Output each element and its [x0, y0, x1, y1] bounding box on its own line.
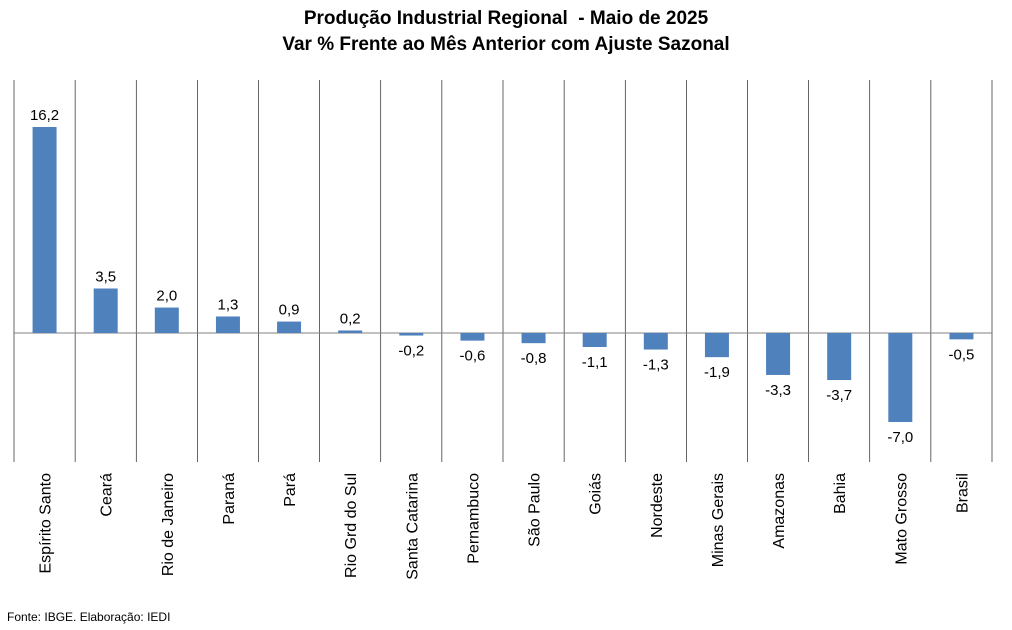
gridlines	[13, 80, 993, 462]
data-label: -0,2	[398, 343, 424, 360]
bar	[582, 333, 607, 347]
data-label: 3,5	[95, 268, 116, 285]
bar	[643, 333, 668, 350]
source-note: Fonte: IBGE. Elaboração: IEDI	[7, 610, 171, 624]
category-label: Ceará	[99, 473, 116, 517]
data-label: -0,6	[460, 348, 486, 365]
bar	[704, 333, 729, 358]
data-label: -1,3	[643, 357, 669, 374]
category-label: Nordeste	[649, 473, 666, 538]
data-label: -1,9	[704, 364, 730, 381]
category-label: Mato Grosso	[893, 473, 910, 565]
bar	[460, 333, 485, 341]
category-label: São Paulo	[527, 473, 544, 547]
data-label: 0,9	[279, 302, 300, 319]
chart-title: Produção Industrial Regional - Maio de 2…	[0, 6, 1012, 58]
category-label: Pará	[282, 473, 299, 507]
category-label: Amazonas	[771, 473, 788, 549]
category-label: Paraná	[221, 473, 238, 525]
data-label: 0,2	[340, 310, 361, 327]
bar	[827, 333, 852, 381]
category-label: Bahia	[832, 473, 849, 514]
bar	[949, 333, 974, 340]
category-label: Brasil	[954, 473, 971, 513]
bar	[766, 333, 791, 375]
data-labels: 16,2 3,5 2,0 1,3 0,9 0,2 -0,2 -0,6 -0,8 -1,1 -1,3 -…	[30, 107, 974, 446]
category-label: Rio Grd do Sul	[343, 473, 360, 578]
bar	[215, 316, 240, 333]
chart-title-line-1: Produção Industrial Regional - Maio de 2…	[303, 8, 709, 29]
chart-subtitle: Var % Frente ao Mês Anterior com Ajuste …	[282, 34, 730, 55]
category-label: Pernambuco	[465, 473, 482, 564]
category-label: Minas Gerais	[710, 473, 727, 567]
category-label: Espírito Santo	[38, 473, 55, 574]
data-label: 16,2	[30, 107, 59, 124]
category-label: Goiás	[588, 473, 605, 515]
data-label: -0,8	[521, 350, 547, 367]
data-label: -1,1	[582, 354, 608, 371]
bar	[93, 288, 118, 333]
bar	[277, 321, 302, 333]
data-label: 1,3	[218, 296, 239, 313]
data-label: -3,7	[826, 387, 852, 404]
bar	[521, 333, 546, 344]
data-label: -3,3	[765, 382, 791, 399]
category-label: Santa Catarina	[404, 473, 421, 580]
bar	[32, 127, 57, 333]
data-label: 2,0	[156, 288, 177, 305]
bar	[154, 307, 179, 333]
bar	[888, 333, 913, 423]
bar	[338, 330, 363, 333]
bars	[32, 127, 974, 423]
bar	[399, 333, 424, 336]
category-labels: Espírito Santo Ceará Rio de Janeiro Paraná P…	[38, 473, 972, 580]
category-label: Rio de Janeiro	[160, 473, 177, 576]
data-label: -0,5	[949, 346, 975, 363]
data-label: -7,0	[887, 429, 913, 446]
